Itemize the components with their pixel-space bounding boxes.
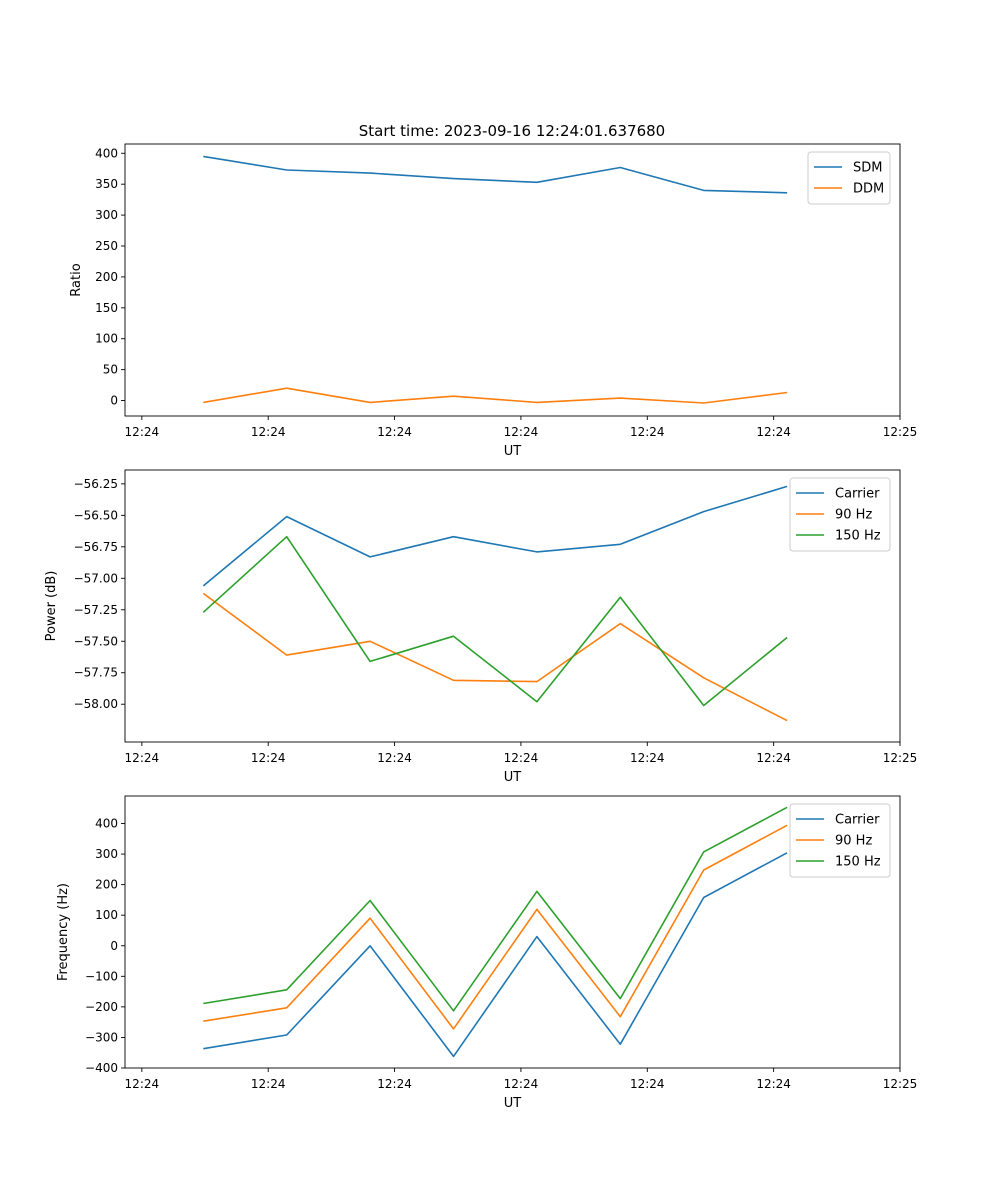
legend-box xyxy=(807,151,891,205)
y-tick-label: −200 xyxy=(85,1000,118,1014)
x-tick-label: 12:24 xyxy=(630,1077,665,1091)
x-tick-label: 12:24 xyxy=(756,1077,791,1091)
y-tick-label: −57.00 xyxy=(74,571,118,585)
x-tick-label: 12:24 xyxy=(251,425,286,439)
axes-frame xyxy=(124,469,901,743)
series-line-90-hz xyxy=(203,824,788,1030)
y-tick-label: −100 xyxy=(85,969,118,983)
series-line-sdm xyxy=(203,155,788,194)
x-axis-label: UT xyxy=(504,1096,522,1111)
y-axis-label: Frequency (Hz) xyxy=(56,883,71,981)
y-tick-label: −58.00 xyxy=(74,697,118,711)
figure-title: Start time: 2023-09-16 12:24:01.637680 xyxy=(359,122,665,140)
x-tick-label: 12:24 xyxy=(756,751,791,765)
chart-3: 12:24 12:24 12:24 12:24 12:24 12:24 12:25 −400 −… xyxy=(56,795,918,1111)
axes-frame xyxy=(124,795,901,1069)
y-axis-label: Power (dB) xyxy=(44,571,59,642)
legend-label: 150 Hz xyxy=(835,529,881,544)
x-tick-label: 12:25 xyxy=(883,1077,918,1091)
x-tick-label: 12:24 xyxy=(125,1077,160,1091)
legend-label: SDM xyxy=(853,161,882,176)
legend-box xyxy=(789,803,891,878)
series-line-ddm xyxy=(203,387,788,404)
legend-box xyxy=(789,477,891,552)
y-tick-label: 0 xyxy=(110,939,118,953)
chart-1: 12:24 12:24 12:24 12:24 12:24 12:24 12:25 0 50 10… xyxy=(69,143,918,459)
x-tick-label: 12:24 xyxy=(125,425,160,439)
y-tick-label: 400 xyxy=(95,817,118,831)
y-tick-label: −57.50 xyxy=(74,634,118,648)
x-axis-label: UT xyxy=(504,444,522,459)
x-tick-label: 12:24 xyxy=(504,425,539,439)
y-tick-label: 100 xyxy=(95,908,118,922)
y-tick-label: −57.25 xyxy=(74,603,118,617)
series-line-carrier xyxy=(202,485,788,587)
y-tick-label: 0 xyxy=(110,394,118,408)
x-axis-label: UT xyxy=(504,770,522,785)
x-tick-label: 12:24 xyxy=(377,425,412,439)
y-tick-label: 250 xyxy=(95,239,118,253)
y-tick-label: 300 xyxy=(95,847,118,861)
y-tick-label: −56.75 xyxy=(74,540,118,554)
series-line-90-hz xyxy=(202,592,788,722)
x-tick-label: 12:24 xyxy=(756,425,791,439)
legend-label: 90 Hz xyxy=(835,508,872,523)
y-axis-label: Ratio xyxy=(69,263,84,296)
y-tick-label: −56.25 xyxy=(74,477,118,491)
y-tick-label: 350 xyxy=(95,177,118,191)
x-tick-label: 12:24 xyxy=(251,751,286,765)
legend-label: 150 Hz xyxy=(835,855,881,870)
x-tick-label: 12:24 xyxy=(377,751,412,765)
y-tick-label: 200 xyxy=(95,270,118,284)
y-tick-label: 400 xyxy=(95,146,118,160)
y-tick-label: −400 xyxy=(85,1061,118,1075)
x-tick-label: 12:24 xyxy=(251,1077,286,1091)
chart-2: 12:24 12:24 12:24 12:24 12:24 12:24 12:25 −58.0… xyxy=(44,469,918,785)
x-tick-label: 12:24 xyxy=(377,1077,412,1091)
axes-frame xyxy=(124,143,901,417)
y-tick-label: 100 xyxy=(95,332,118,346)
series-line-150-hz xyxy=(202,535,788,707)
y-tick-label: 200 xyxy=(95,878,118,892)
x-tick-label: 12:24 xyxy=(630,425,665,439)
legend: Carrier 90 Hz 150 Hz xyxy=(789,803,891,878)
x-tick-label: 12:25 xyxy=(883,425,918,439)
y-tick-label: 50 xyxy=(103,363,118,377)
y-tick-label: −300 xyxy=(85,1030,118,1044)
y-tick-label: 300 xyxy=(95,208,118,222)
y-tick-label: −57.75 xyxy=(74,666,118,680)
x-tick-label: 12:25 xyxy=(883,751,918,765)
legend-label: Carrier xyxy=(835,813,880,828)
x-tick-label: 12:24 xyxy=(504,751,539,765)
legend-label: Carrier xyxy=(835,487,880,502)
legend: Carrier 90 Hz 150 Hz xyxy=(789,477,891,552)
x-tick-label: 12:24 xyxy=(125,751,160,765)
series-line-carrier xyxy=(203,852,788,1058)
y-tick-label: −56.50 xyxy=(74,508,118,522)
x-tick-label: 12:24 xyxy=(630,751,665,765)
legend: SDM DDM xyxy=(807,151,891,205)
legend-label: DDM xyxy=(853,182,884,197)
y-tick-label: 150 xyxy=(95,301,118,315)
legend-label: 90 Hz xyxy=(835,834,872,849)
series-line-150-hz xyxy=(203,806,788,1012)
x-tick-label: 12:24 xyxy=(504,1077,539,1091)
